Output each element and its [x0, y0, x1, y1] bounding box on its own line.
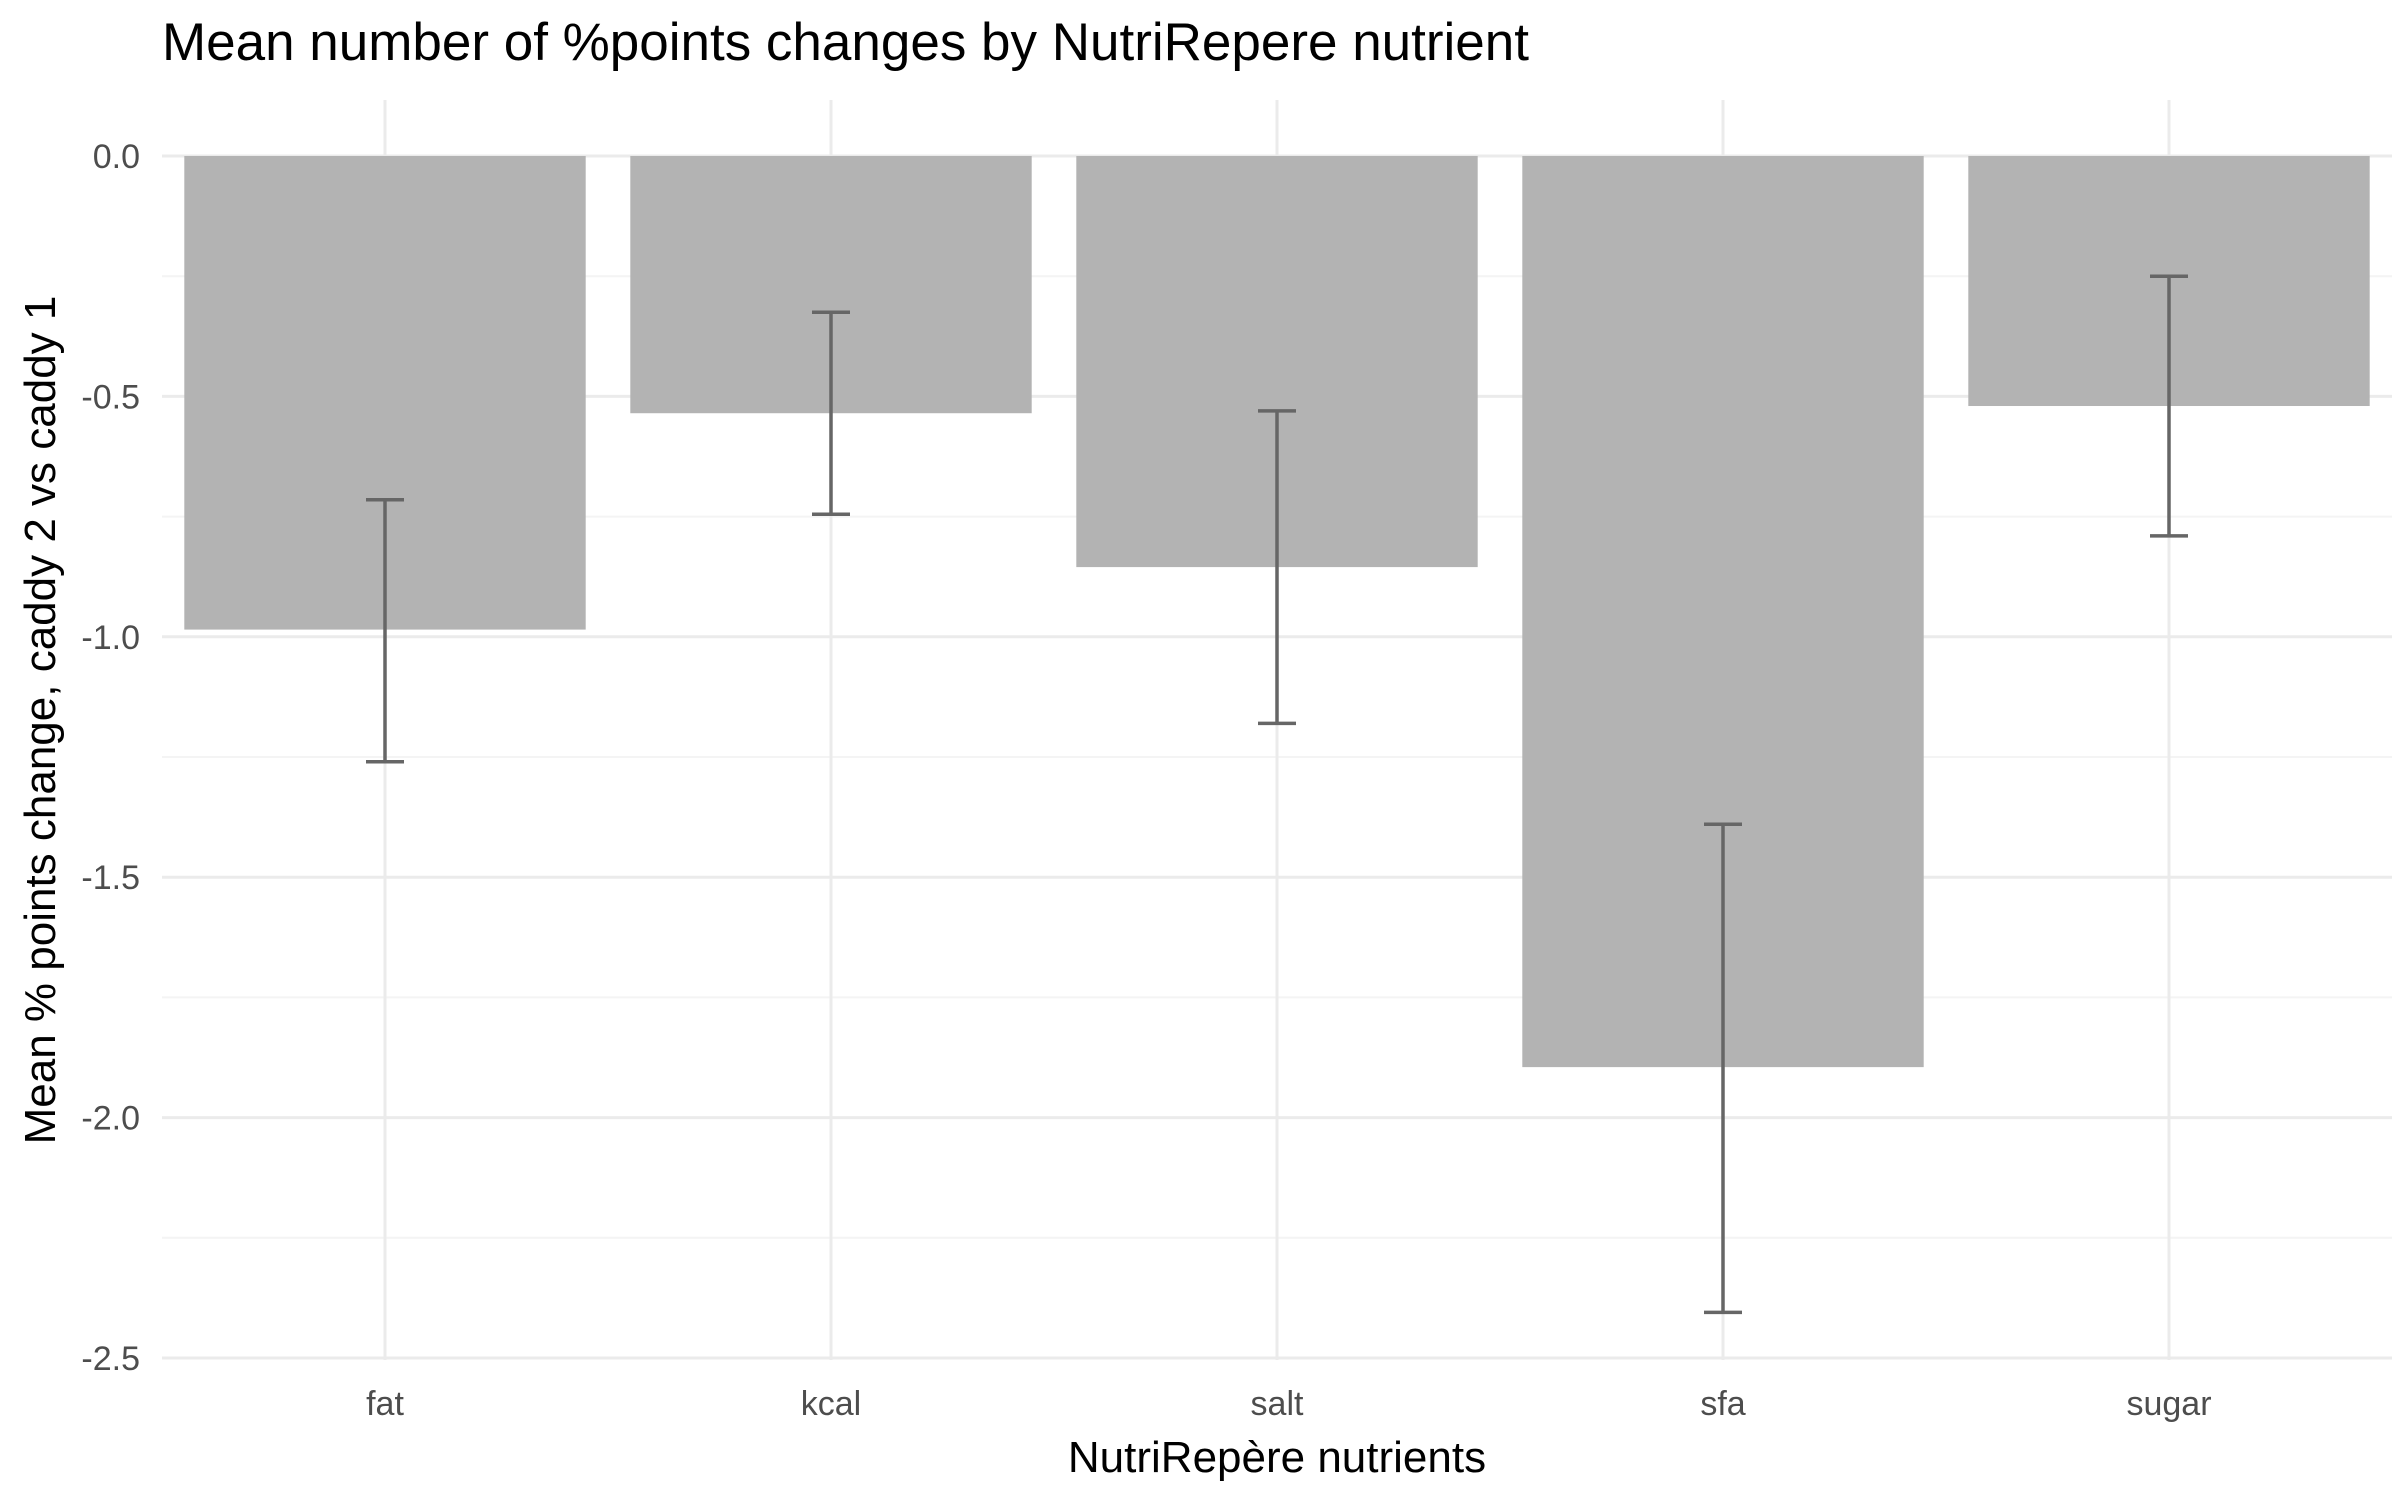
- y-tick-label: 0.0: [93, 138, 140, 176]
- x-tick-label: sugar: [2126, 1385, 2211, 1423]
- y-tick-label: -1.0: [81, 619, 140, 657]
- error-bars: [366, 274, 2188, 1315]
- error-bar-fat: [366, 498, 404, 764]
- y-axis-ticks: 0.0 -0.5 -1.0 -1.5 -2.0 -2.5: [81, 138, 140, 1378]
- y-tick-label: -2.5: [81, 1340, 140, 1378]
- y-tick-label: -1.5: [81, 859, 140, 897]
- y-axis-title: Mean % points change, caddy 2 vs caddy 1: [16, 296, 65, 1145]
- chart-title: Mean number of %points changes by NutriR…: [162, 13, 1529, 72]
- y-tick-label: -0.5: [81, 378, 140, 416]
- bars: [184, 156, 2370, 1068]
- error-bar-kcal: [812, 310, 850, 516]
- x-axis-title: NutriRepère nutrients: [1068, 1433, 1486, 1482]
- x-tick-label: fat: [366, 1385, 404, 1423]
- error-bar-sugar: [2150, 274, 2188, 538]
- x-axis-ticks: fat kcal salt sfa sugar: [366, 1385, 2211, 1423]
- error-bar-sfa: [1704, 822, 1742, 1315]
- error-bar-salt: [1258, 409, 1296, 726]
- x-tick-label: kcal: [801, 1385, 861, 1423]
- y-tick-label: -2.0: [81, 1100, 140, 1138]
- x-tick-label: sfa: [1700, 1385, 1745, 1423]
- x-tick-label: salt: [1251, 1385, 1304, 1423]
